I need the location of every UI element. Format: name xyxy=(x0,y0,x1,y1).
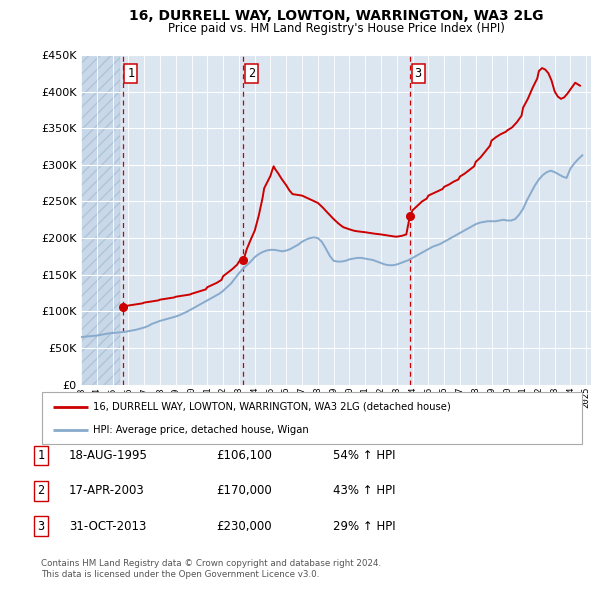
Text: 31-OCT-2013: 31-OCT-2013 xyxy=(69,520,146,533)
Text: HPI: Average price, detached house, Wigan: HPI: Average price, detached house, Wiga… xyxy=(94,425,309,435)
Text: Contains HM Land Registry data © Crown copyright and database right 2024.
This d: Contains HM Land Registry data © Crown c… xyxy=(41,559,381,579)
Text: 3: 3 xyxy=(415,67,422,80)
Text: 16, DURRELL WAY, LOWTON, WARRINGTON, WA3 2LG: 16, DURRELL WAY, LOWTON, WARRINGTON, WA3… xyxy=(129,9,543,24)
FancyBboxPatch shape xyxy=(42,392,582,444)
Bar xyxy=(81,55,121,385)
Text: 2: 2 xyxy=(248,67,256,80)
Text: 2: 2 xyxy=(37,484,44,497)
Text: £106,100: £106,100 xyxy=(216,449,272,462)
Text: 29% ↑ HPI: 29% ↑ HPI xyxy=(333,520,395,533)
Bar xyxy=(81,55,121,385)
Text: 3: 3 xyxy=(37,520,44,533)
Text: 1: 1 xyxy=(127,67,134,80)
Text: 1: 1 xyxy=(37,449,44,462)
Text: 54% ↑ HPI: 54% ↑ HPI xyxy=(333,449,395,462)
Text: 16, DURRELL WAY, LOWTON, WARRINGTON, WA3 2LG (detached house): 16, DURRELL WAY, LOWTON, WARRINGTON, WA3… xyxy=(94,402,451,412)
Text: £170,000: £170,000 xyxy=(216,484,272,497)
Text: 17-APR-2003: 17-APR-2003 xyxy=(69,484,145,497)
Text: £230,000: £230,000 xyxy=(216,520,272,533)
Text: 43% ↑ HPI: 43% ↑ HPI xyxy=(333,484,395,497)
Text: 18-AUG-1995: 18-AUG-1995 xyxy=(69,449,148,462)
Text: Price paid vs. HM Land Registry's House Price Index (HPI): Price paid vs. HM Land Registry's House … xyxy=(167,22,505,35)
